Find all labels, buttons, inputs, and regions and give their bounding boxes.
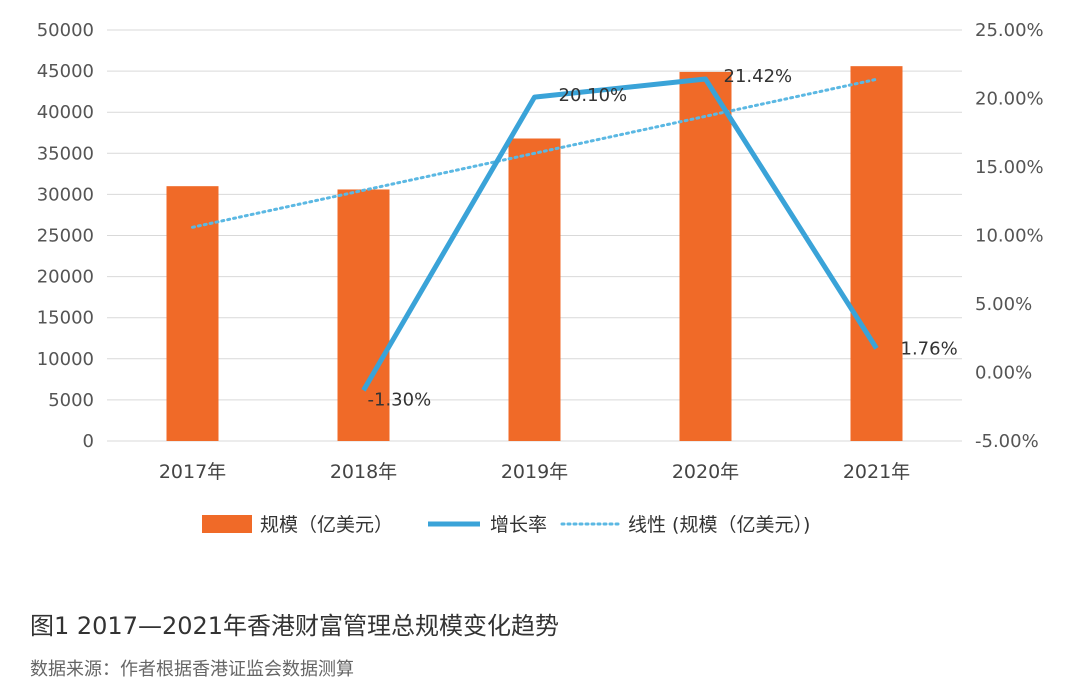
chart-area: 0 5000 10000 15000 20000 25000 30000 35000 40000… [37, 20, 1044, 536]
right-tick-label: -5.00% [975, 431, 1039, 452]
x-axis-ticks: 2017年 2018年 2019年 2020年 2021年 [159, 461, 910, 483]
legend: 规模（亿美元） 增长率 线性 (规模（亿美元）) [202, 514, 810, 536]
right-tick-label: 20.00% [975, 89, 1044, 110]
left-tick-label: 35000 [37, 143, 94, 164]
left-tick-label: 40000 [37, 102, 94, 123]
x-tick-label: 2019年 [501, 461, 568, 483]
legend-bar-swatch [202, 515, 252, 533]
data-labels: -1.30% 20.10% 21.42% 1.76% [368, 66, 958, 410]
right-tick-label: 5.00% [975, 294, 1032, 315]
growth-data-label: 21.42% [724, 66, 793, 87]
legend-label-trend: 线性 (规模（亿美元）) [628, 514, 810, 536]
right-tick-label: 15.00% [975, 157, 1044, 178]
x-tick-label: 2017年 [159, 461, 226, 483]
bar [337, 189, 390, 441]
right-axis-ticks: -5.00% 0.00% 5.00% 10.00% 15.00% 20.00% 25.00% [975, 20, 1044, 452]
bar-series [166, 66, 903, 441]
data-source: 数据来源：作者根据香港证监会数据测算 [30, 659, 354, 680]
left-tick-label: 5000 [48, 390, 94, 411]
right-tick-label: 25.00% [975, 20, 1044, 41]
growth-line-series [361, 76, 879, 392]
left-axis-ticks: 0 5000 10000 15000 20000 25000 30000 35000 40000… [37, 20, 94, 452]
growth-data-label: -1.30% [368, 389, 432, 410]
left-tick-label: 50000 [37, 20, 94, 41]
left-tick-label: 45000 [37, 61, 94, 82]
growth-data-label: 1.76% [901, 338, 958, 359]
trendline [191, 77, 878, 229]
x-tick-label: 2018年 [330, 461, 397, 483]
growth-line [361, 76, 879, 392]
right-tick-label: 0.00% [975, 363, 1032, 384]
growth-data-label: 20.10% [559, 85, 628, 106]
right-tick-label: 10.00% [975, 226, 1044, 247]
left-tick-label: 0 [83, 431, 94, 452]
trendline-series [191, 77, 878, 229]
x-tick-label: 2021年 [843, 461, 910, 483]
legend-label-line: 增长率 [490, 514, 547, 536]
left-tick-label: 15000 [37, 308, 94, 329]
bar [679, 71, 732, 441]
left-tick-label: 30000 [37, 184, 94, 205]
left-tick-label: 25000 [37, 226, 94, 247]
left-tick-label: 20000 [37, 267, 94, 288]
x-tick-label: 2020年 [672, 461, 739, 483]
figure-caption: 图1 2017—2021年香港财富管理总规模变化趋势 [30, 612, 560, 640]
bar [508, 138, 561, 441]
left-tick-label: 10000 [37, 349, 94, 370]
legend-label-bar: 规模（亿美元） [260, 514, 393, 536]
bar [850, 66, 903, 441]
